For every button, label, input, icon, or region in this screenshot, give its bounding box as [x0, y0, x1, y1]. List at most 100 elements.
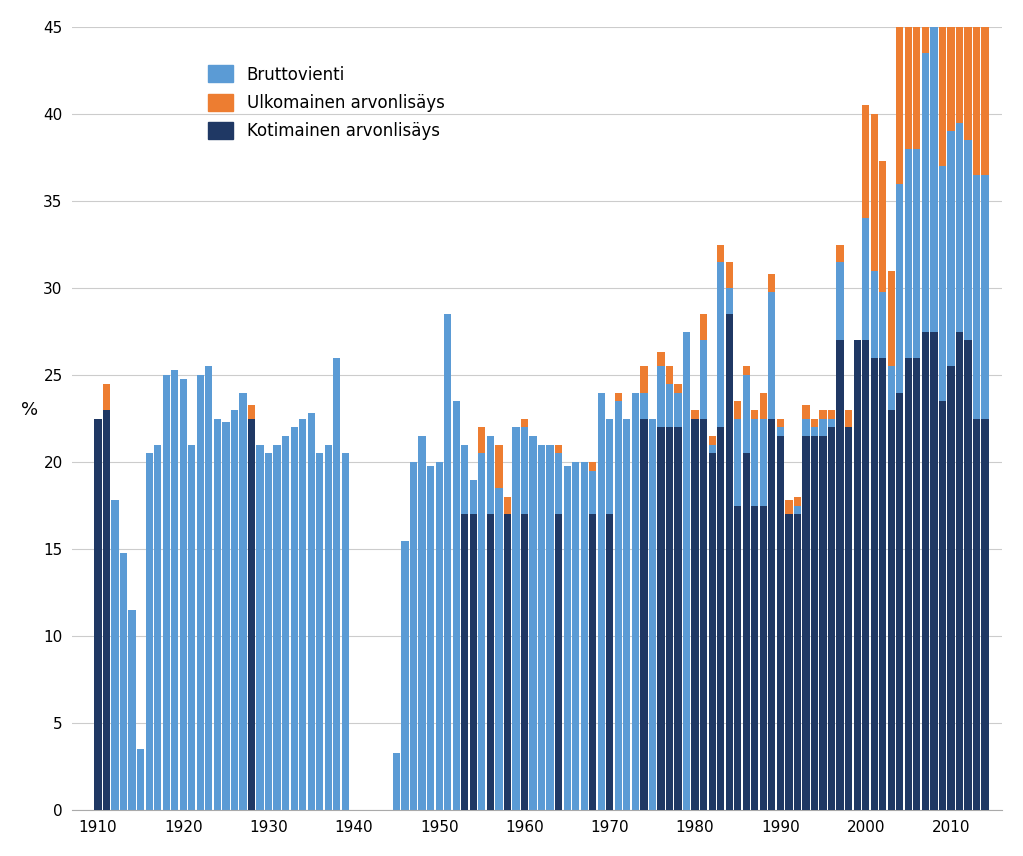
- Bar: [862, 105, 870, 218]
- Bar: [786, 501, 793, 514]
- Bar: [452, 401, 460, 811]
- Bar: [735, 419, 742, 811]
- Bar: [103, 427, 110, 811]
- Bar: [768, 274, 775, 292]
- Bar: [914, 358, 921, 811]
- Bar: [554, 514, 563, 811]
- Bar: [871, 270, 878, 811]
- Bar: [955, 122, 963, 811]
- Bar: [871, 114, 878, 270]
- Bar: [819, 410, 827, 419]
- Bar: [478, 427, 486, 454]
- Bar: [879, 292, 886, 811]
- Bar: [188, 445, 195, 811]
- Bar: [760, 419, 767, 811]
- Bar: [973, 419, 980, 811]
- Bar: [529, 436, 537, 811]
- Bar: [607, 419, 614, 811]
- Bar: [503, 514, 512, 811]
- Bar: [862, 341, 870, 811]
- Bar: [845, 427, 852, 811]
- Bar: [554, 445, 563, 454]
- Bar: [572, 462, 579, 811]
- Bar: [308, 413, 315, 811]
- Bar: [222, 422, 229, 811]
- Bar: [316, 454, 323, 811]
- Legend: Bruttovienti, Ulkomainen arvonlisäys, Kotimainen arvonlisäys: Bruttovienti, Ulkomainen arvonlisäys, Ko…: [202, 59, 451, 146]
- Bar: [776, 436, 784, 811]
- Bar: [444, 314, 451, 811]
- Bar: [743, 375, 750, 811]
- Bar: [94, 436, 101, 811]
- Bar: [853, 366, 860, 811]
- Bar: [658, 427, 665, 811]
- Bar: [709, 445, 716, 811]
- Bar: [871, 358, 878, 811]
- Bar: [879, 358, 886, 811]
- Bar: [513, 427, 520, 811]
- Bar: [725, 314, 732, 811]
- Bar: [939, 166, 946, 811]
- Bar: [939, 401, 946, 811]
- Bar: [461, 445, 469, 811]
- Bar: [666, 427, 673, 811]
- Bar: [487, 436, 494, 811]
- Bar: [981, 0, 989, 175]
- Bar: [965, 341, 972, 811]
- Bar: [888, 410, 895, 811]
- Bar: [819, 419, 827, 811]
- Bar: [265, 454, 272, 811]
- Bar: [802, 419, 809, 811]
- Bar: [666, 366, 673, 383]
- Bar: [470, 479, 477, 811]
- Bar: [914, 0, 921, 149]
- Bar: [947, 366, 954, 811]
- Bar: [589, 462, 596, 471]
- Bar: [947, 131, 954, 811]
- Bar: [615, 401, 622, 811]
- Bar: [776, 427, 784, 811]
- Bar: [853, 349, 860, 366]
- Bar: [94, 419, 101, 811]
- Bar: [324, 445, 331, 811]
- Bar: [837, 245, 844, 262]
- Bar: [554, 454, 563, 811]
- Bar: [828, 419, 835, 811]
- Bar: [282, 436, 290, 811]
- Bar: [248, 405, 255, 419]
- Bar: [666, 383, 673, 811]
- Bar: [802, 436, 809, 811]
- Bar: [939, 0, 946, 166]
- Bar: [896, 183, 903, 811]
- Bar: [692, 419, 699, 811]
- Bar: [692, 419, 699, 811]
- Bar: [112, 501, 119, 811]
- Bar: [922, 53, 929, 811]
- Bar: [137, 750, 144, 811]
- Bar: [879, 161, 886, 292]
- Bar: [717, 427, 724, 811]
- Bar: [273, 445, 280, 811]
- Bar: [896, 393, 903, 811]
- Bar: [597, 393, 605, 811]
- Bar: [658, 353, 665, 366]
- Bar: [743, 454, 750, 811]
- Bar: [154, 445, 162, 811]
- Bar: [947, 0, 954, 131]
- Bar: [794, 514, 801, 811]
- Bar: [564, 466, 571, 811]
- Bar: [700, 341, 707, 811]
- Bar: [257, 445, 264, 811]
- Bar: [768, 419, 775, 811]
- Bar: [640, 366, 648, 393]
- Bar: [393, 753, 400, 811]
- Bar: [955, 0, 963, 122]
- Bar: [888, 366, 895, 811]
- Bar: [904, 358, 911, 811]
- Bar: [333, 358, 341, 811]
- Bar: [401, 540, 408, 811]
- Bar: [478, 454, 486, 811]
- Bar: [427, 466, 435, 811]
- Bar: [853, 341, 860, 811]
- Bar: [674, 427, 681, 811]
